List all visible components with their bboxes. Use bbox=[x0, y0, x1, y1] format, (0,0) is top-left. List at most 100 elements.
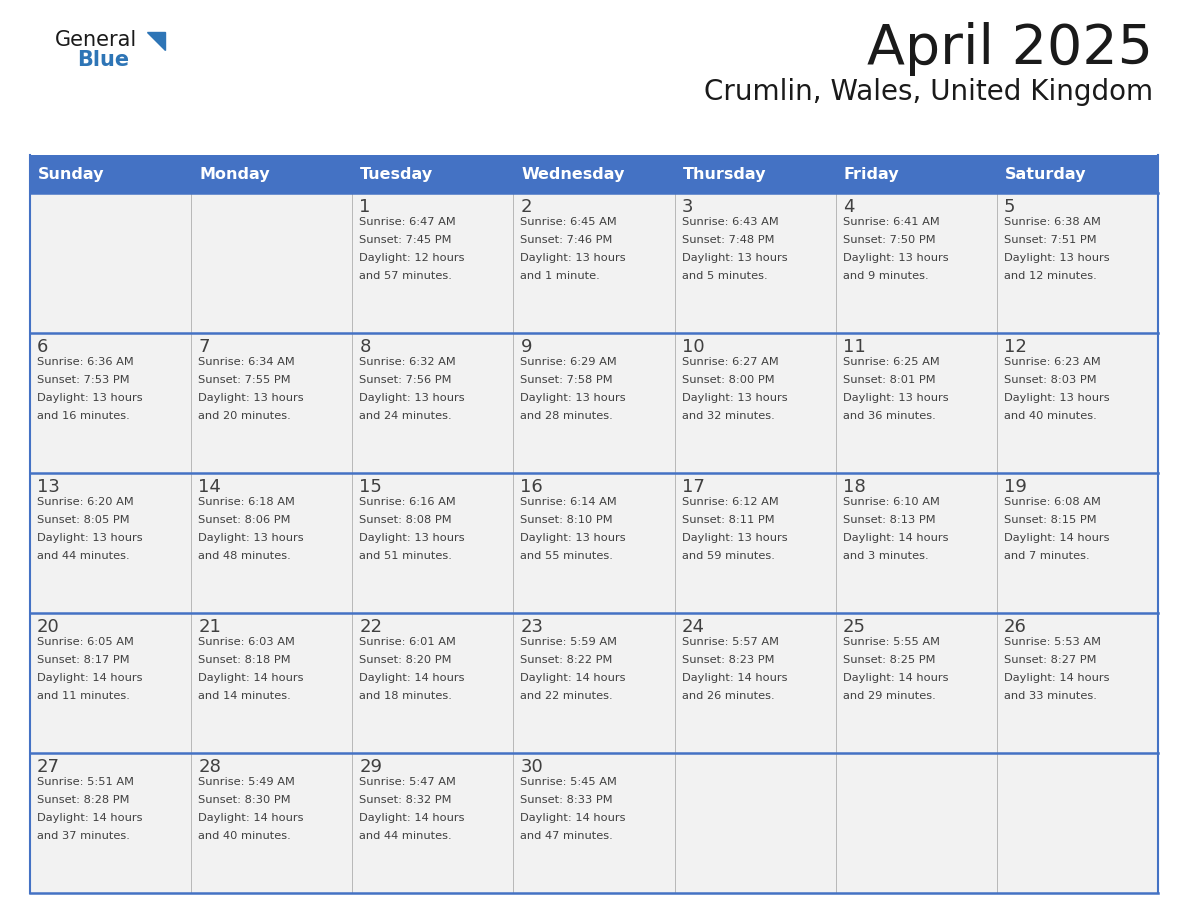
Text: and 26 minutes.: and 26 minutes. bbox=[682, 691, 775, 701]
Text: Daylight: 14 hours: Daylight: 14 hours bbox=[842, 673, 948, 683]
Text: and 40 minutes.: and 40 minutes. bbox=[1004, 411, 1097, 421]
Bar bbox=[191, 613, 353, 753]
Text: Daylight: 13 hours: Daylight: 13 hours bbox=[1004, 253, 1110, 263]
Bar bbox=[191, 753, 353, 893]
Text: 9: 9 bbox=[520, 338, 532, 356]
Text: 2: 2 bbox=[520, 198, 532, 216]
Bar bbox=[191, 473, 353, 613]
Text: Daylight: 14 hours: Daylight: 14 hours bbox=[198, 673, 304, 683]
Text: and 57 minutes.: and 57 minutes. bbox=[359, 271, 453, 281]
Text: Daylight: 14 hours: Daylight: 14 hours bbox=[682, 673, 788, 683]
Text: and 47 minutes.: and 47 minutes. bbox=[520, 831, 613, 841]
Text: and 59 minutes.: and 59 minutes. bbox=[682, 551, 775, 561]
Text: Sunrise: 5:55 AM: Sunrise: 5:55 AM bbox=[842, 637, 940, 647]
Bar bbox=[675, 333, 835, 473]
Bar bbox=[513, 613, 675, 753]
Text: 22: 22 bbox=[359, 618, 383, 636]
Text: 15: 15 bbox=[359, 478, 383, 496]
Text: and 3 minutes.: and 3 minutes. bbox=[842, 551, 928, 561]
Text: Sunrise: 6:23 AM: Sunrise: 6:23 AM bbox=[1004, 357, 1100, 367]
Bar bbox=[30, 473, 191, 613]
Bar bbox=[675, 753, 835, 893]
Text: Daylight: 13 hours: Daylight: 13 hours bbox=[359, 393, 465, 403]
Text: 30: 30 bbox=[520, 758, 543, 776]
Text: 14: 14 bbox=[198, 478, 221, 496]
Text: and 5 minutes.: and 5 minutes. bbox=[682, 271, 767, 281]
Text: Sunset: 8:17 PM: Sunset: 8:17 PM bbox=[37, 655, 129, 665]
Text: Sunrise: 6:08 AM: Sunrise: 6:08 AM bbox=[1004, 497, 1101, 507]
Text: Daylight: 14 hours: Daylight: 14 hours bbox=[37, 673, 143, 683]
Text: Sunrise: 6:14 AM: Sunrise: 6:14 AM bbox=[520, 497, 618, 507]
Text: and 7 minutes.: and 7 minutes. bbox=[1004, 551, 1089, 561]
Text: 21: 21 bbox=[198, 618, 221, 636]
Text: Daylight: 14 hours: Daylight: 14 hours bbox=[1004, 673, 1110, 683]
Text: Tuesday: Tuesday bbox=[360, 166, 434, 182]
Text: 24: 24 bbox=[682, 618, 704, 636]
Text: Sunset: 7:46 PM: Sunset: 7:46 PM bbox=[520, 235, 613, 245]
Bar bbox=[675, 613, 835, 753]
Bar bbox=[513, 473, 675, 613]
Text: April 2025: April 2025 bbox=[867, 22, 1154, 76]
Text: Sunrise: 6:25 AM: Sunrise: 6:25 AM bbox=[842, 357, 940, 367]
Text: Daylight: 13 hours: Daylight: 13 hours bbox=[682, 253, 788, 263]
Text: Sunrise: 6:38 AM: Sunrise: 6:38 AM bbox=[1004, 217, 1101, 227]
Text: Monday: Monday bbox=[200, 166, 270, 182]
Text: 23: 23 bbox=[520, 618, 543, 636]
Text: Sunset: 8:06 PM: Sunset: 8:06 PM bbox=[198, 515, 291, 525]
Text: 3: 3 bbox=[682, 198, 693, 216]
Bar bbox=[513, 753, 675, 893]
Text: 11: 11 bbox=[842, 338, 866, 356]
Text: Sunset: 8:28 PM: Sunset: 8:28 PM bbox=[37, 795, 129, 805]
Text: Daylight: 13 hours: Daylight: 13 hours bbox=[520, 253, 626, 263]
Polygon shape bbox=[147, 32, 165, 50]
Text: and 16 minutes.: and 16 minutes. bbox=[37, 411, 129, 421]
Bar bbox=[30, 753, 191, 893]
Text: Sunrise: 5:57 AM: Sunrise: 5:57 AM bbox=[682, 637, 778, 647]
Text: Sunrise: 6:10 AM: Sunrise: 6:10 AM bbox=[842, 497, 940, 507]
Text: Sunset: 7:58 PM: Sunset: 7:58 PM bbox=[520, 375, 613, 385]
Text: Sunset: 7:50 PM: Sunset: 7:50 PM bbox=[842, 235, 935, 245]
Text: and 28 minutes.: and 28 minutes. bbox=[520, 411, 613, 421]
Text: and 11 minutes.: and 11 minutes. bbox=[37, 691, 129, 701]
Text: Daylight: 14 hours: Daylight: 14 hours bbox=[520, 673, 626, 683]
Text: 27: 27 bbox=[37, 758, 61, 776]
Text: Sunset: 7:45 PM: Sunset: 7:45 PM bbox=[359, 235, 451, 245]
Bar bbox=[997, 193, 1158, 333]
Text: and 51 minutes.: and 51 minutes. bbox=[359, 551, 453, 561]
Text: Sunset: 8:13 PM: Sunset: 8:13 PM bbox=[842, 515, 935, 525]
Text: Sunrise: 5:51 AM: Sunrise: 5:51 AM bbox=[37, 777, 134, 787]
Text: Sunrise: 6:32 AM: Sunrise: 6:32 AM bbox=[359, 357, 456, 367]
Text: Daylight: 13 hours: Daylight: 13 hours bbox=[682, 393, 788, 403]
Text: Daylight: 14 hours: Daylight: 14 hours bbox=[198, 813, 304, 823]
Bar bbox=[191, 333, 353, 473]
Text: Sunrise: 6:47 AM: Sunrise: 6:47 AM bbox=[359, 217, 456, 227]
Bar bbox=[675, 473, 835, 613]
Text: 20: 20 bbox=[37, 618, 59, 636]
Text: and 18 minutes.: and 18 minutes. bbox=[359, 691, 453, 701]
Text: and 44 minutes.: and 44 minutes. bbox=[359, 831, 451, 841]
Text: 29: 29 bbox=[359, 758, 383, 776]
Text: Sunset: 8:27 PM: Sunset: 8:27 PM bbox=[1004, 655, 1097, 665]
Bar bbox=[353, 753, 513, 893]
Text: Sunrise: 5:49 AM: Sunrise: 5:49 AM bbox=[198, 777, 295, 787]
Text: Sunrise: 6:34 AM: Sunrise: 6:34 AM bbox=[198, 357, 295, 367]
Text: Saturday: Saturday bbox=[1005, 166, 1086, 182]
Text: Sunset: 8:25 PM: Sunset: 8:25 PM bbox=[842, 655, 935, 665]
Text: 1: 1 bbox=[359, 198, 371, 216]
Bar bbox=[835, 613, 997, 753]
Text: 10: 10 bbox=[682, 338, 704, 356]
Text: and 37 minutes.: and 37 minutes. bbox=[37, 831, 129, 841]
Text: Sunrise: 6:27 AM: Sunrise: 6:27 AM bbox=[682, 357, 778, 367]
Bar bbox=[835, 473, 997, 613]
Text: 18: 18 bbox=[842, 478, 866, 496]
Bar bbox=[353, 473, 513, 613]
Text: Sunrise: 6:43 AM: Sunrise: 6:43 AM bbox=[682, 217, 778, 227]
Bar bbox=[835, 333, 997, 473]
Text: Sunrise: 6:20 AM: Sunrise: 6:20 AM bbox=[37, 497, 134, 507]
Text: Sunday: Sunday bbox=[38, 166, 105, 182]
Bar bbox=[191, 193, 353, 333]
Text: Sunrise: 6:18 AM: Sunrise: 6:18 AM bbox=[198, 497, 295, 507]
Text: Sunrise: 6:45 AM: Sunrise: 6:45 AM bbox=[520, 217, 618, 227]
Text: and 20 minutes.: and 20 minutes. bbox=[198, 411, 291, 421]
Bar bbox=[30, 613, 191, 753]
